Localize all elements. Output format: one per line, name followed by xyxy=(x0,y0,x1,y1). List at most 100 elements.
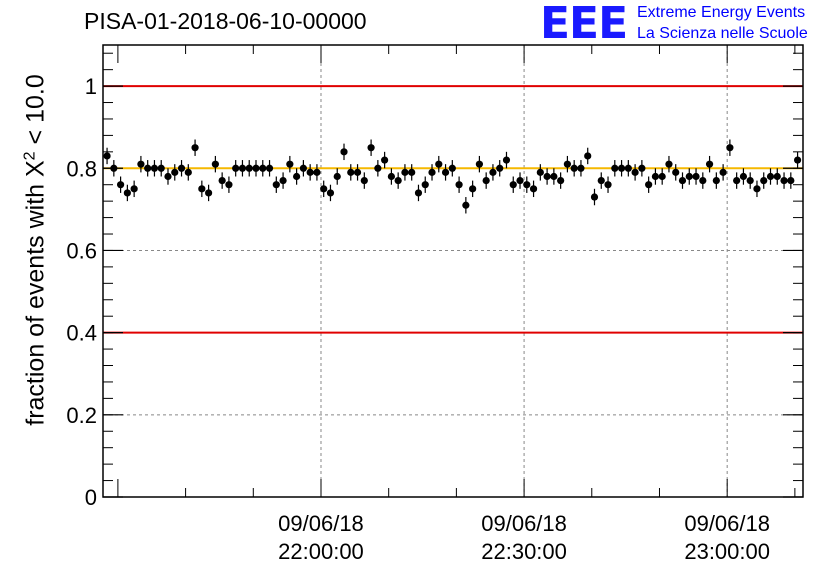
data-point xyxy=(225,176,233,193)
marker xyxy=(719,168,727,176)
data-point xyxy=(347,164,355,181)
data-point xyxy=(320,180,328,198)
marker xyxy=(211,160,219,168)
logo-line-1: Extreme Energy Events xyxy=(637,4,806,21)
marker xyxy=(218,177,226,185)
data-point xyxy=(685,168,693,185)
marker xyxy=(489,168,497,176)
marker xyxy=(381,156,389,164)
marker xyxy=(130,185,138,193)
marker xyxy=(529,185,538,193)
data-point xyxy=(238,160,247,177)
data-point xyxy=(509,176,517,193)
marker xyxy=(597,177,605,185)
marker xyxy=(259,164,267,172)
marker xyxy=(753,185,761,193)
marker xyxy=(313,168,321,176)
marker xyxy=(428,168,436,176)
data-point xyxy=(773,168,781,185)
data-point xyxy=(672,164,680,181)
data-point xyxy=(435,155,443,173)
marker xyxy=(584,152,592,160)
marker xyxy=(245,164,253,172)
marker xyxy=(360,177,368,185)
marker xyxy=(394,177,402,185)
y-axis-label: fraction of events with X2 < 10.0 xyxy=(21,74,50,426)
y-tick-label: 0.8 xyxy=(66,156,97,181)
marker xyxy=(164,172,172,181)
marker xyxy=(374,164,382,172)
marker xyxy=(672,168,680,176)
marker xyxy=(205,189,213,197)
marker xyxy=(563,160,572,168)
marker xyxy=(232,164,240,172)
marker xyxy=(367,144,375,152)
data-point xyxy=(617,160,626,177)
marker xyxy=(733,177,741,185)
data-point xyxy=(651,168,660,185)
marker xyxy=(123,189,131,197)
data-point xyxy=(177,160,186,177)
marker xyxy=(448,164,456,172)
data-point xyxy=(164,168,172,185)
x-tick-label-time: 23:00:00 xyxy=(684,539,770,564)
marker xyxy=(238,164,247,172)
data-point xyxy=(198,180,206,198)
marker xyxy=(604,181,612,189)
data-point xyxy=(665,155,673,173)
plot-frame xyxy=(102,44,804,498)
marker xyxy=(570,164,578,172)
data-point xyxy=(428,164,436,181)
marker xyxy=(414,189,423,197)
data-point xyxy=(780,172,788,189)
marker xyxy=(685,172,693,181)
data-point xyxy=(272,176,280,193)
data-point xyxy=(678,172,687,189)
marker xyxy=(435,160,443,168)
data-point xyxy=(496,160,504,177)
data-point xyxy=(360,172,368,189)
data-point xyxy=(326,184,335,202)
data-point xyxy=(191,139,199,156)
marker xyxy=(577,164,585,172)
data-point xyxy=(455,176,463,193)
data-point xyxy=(536,164,544,181)
marker xyxy=(746,177,754,185)
data-point xyxy=(103,147,111,165)
data-point xyxy=(557,172,565,189)
data-point xyxy=(624,160,632,177)
marker xyxy=(441,168,450,176)
marker xyxy=(171,168,179,176)
data-point xyxy=(523,176,531,193)
marker xyxy=(455,181,463,189)
eee-logo: EEE xyxy=(540,0,628,49)
marker xyxy=(773,172,781,181)
marker xyxy=(516,177,524,185)
marker xyxy=(482,177,490,185)
data-point xyxy=(353,164,362,181)
data-point xyxy=(387,168,395,185)
marker xyxy=(590,193,599,201)
data-point xyxy=(130,180,138,198)
data-point xyxy=(293,168,301,185)
data-point xyxy=(482,172,490,189)
marker xyxy=(611,164,619,172)
data-point xyxy=(374,160,382,177)
data-point xyxy=(157,160,165,177)
marker xyxy=(726,144,734,152)
marker xyxy=(638,164,646,172)
data-point xyxy=(489,164,497,181)
grid-lines xyxy=(103,45,803,497)
data-point xyxy=(597,172,605,189)
data-point xyxy=(550,168,558,185)
data-point xyxy=(726,139,734,156)
logo-line-2: La Scienza nelle Scuole xyxy=(637,25,808,42)
data-point xyxy=(577,160,585,177)
data-point xyxy=(753,180,761,198)
marker xyxy=(543,172,551,181)
data-point xyxy=(245,160,253,177)
data-point xyxy=(766,168,775,185)
data-point xyxy=(787,172,795,189)
marker xyxy=(787,177,795,185)
marker xyxy=(306,168,314,176)
